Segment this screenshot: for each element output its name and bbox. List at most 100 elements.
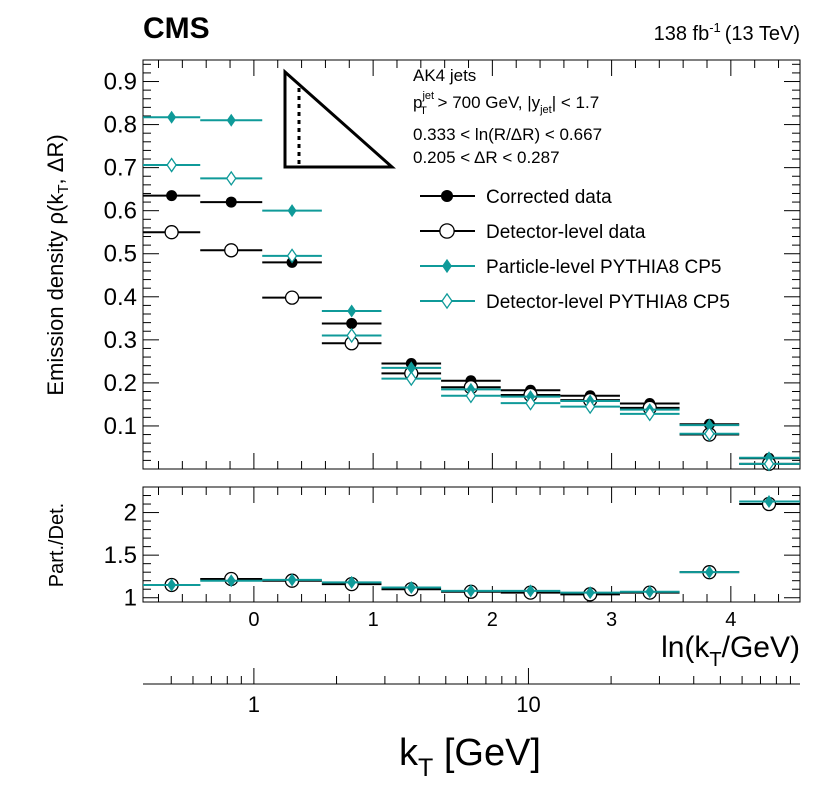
particle-level-pythia8-cp5-point bbox=[226, 113, 236, 127]
ratio-y-tick-label: 1 bbox=[124, 585, 137, 612]
pythia8-ratio-ratio-point bbox=[287, 573, 297, 587]
x-tick-label: 2 bbox=[487, 609, 498, 631]
kt-axis-title-main: k bbox=[399, 732, 419, 774]
particle-level-pythia8-cp5-point bbox=[704, 418, 714, 432]
top-y-tick-label: 0.7 bbox=[104, 155, 137, 182]
annotation-jets: AK4 jets bbox=[413, 66, 476, 85]
x-tick-label: 4 bbox=[725, 609, 736, 631]
data-marks bbox=[143, 110, 800, 602]
top-y-axis-title-main: Emission density ρ(k bbox=[43, 193, 68, 396]
x-tick-label: 0 bbox=[248, 609, 259, 631]
kt-tick-label: 10 bbox=[516, 692, 540, 717]
x-axis-title-sub: T bbox=[709, 649, 721, 671]
corrected-data-point bbox=[166, 190, 178, 202]
detector-level-pythia8-cp5-point bbox=[644, 406, 656, 422]
detector-level-pythia8-cp5-point bbox=[704, 426, 715, 442]
axes: 0.1 0.2 0.3 0.4 0.5 0.6 0.7 0.8 0.9 1 1.5 2 0 1 2 3 4 1 10 bbox=[104, 60, 800, 717]
ratio-y-axis-title: Part./Det. bbox=[46, 503, 68, 587]
top-y-axis-title-sub: T bbox=[55, 184, 72, 193]
top-y-tick-label: 0.9 bbox=[104, 69, 137, 96]
detector-level-pythia8-cp5-point bbox=[405, 370, 417, 387]
legend-marker bbox=[442, 258, 452, 274]
kt-axis-title-tail: [GeV] bbox=[433, 732, 541, 774]
top-panel-frame bbox=[142, 59, 801, 470]
pythia8-ratio-ratio-point bbox=[406, 581, 416, 595]
detector-level-pythia8-cp5-point bbox=[346, 327, 357, 344]
detector-level-pythia8-cp5-point bbox=[763, 456, 775, 472]
x-axis-title-tail: /GeV) bbox=[722, 631, 800, 664]
ratio-y-tick-label: 2 bbox=[124, 500, 137, 527]
legend-label: Detector-level data bbox=[486, 222, 646, 243]
detector-level-pythia8-cp5-point bbox=[225, 170, 237, 187]
pythia8-ratio-ratio-point bbox=[764, 494, 774, 508]
particle-level-pythia8-cp5-point bbox=[167, 110, 177, 124]
legend-marker bbox=[441, 292, 453, 310]
legend-entry-particle-level-pythia8-cp5: Particle-level PYTHIA8 CP5 bbox=[420, 257, 721, 278]
ratio-panel-frame bbox=[142, 486, 801, 603]
x-axis-title-main: ln(k bbox=[661, 631, 710, 664]
particle-level-pythia8-cp5-point bbox=[287, 204, 297, 218]
top-y-axis-title-tail: , ΔR) bbox=[43, 134, 68, 184]
energy-value: (13 TeV) bbox=[725, 23, 800, 45]
top-y-tick-label: 0.6 bbox=[104, 198, 137, 225]
detector-level-data-point bbox=[164, 225, 179, 240]
legend-marker bbox=[439, 223, 455, 239]
x-tick-label: 1 bbox=[368, 609, 379, 631]
corrected-data-point bbox=[346, 317, 358, 329]
top-y-tick-label: 0.2 bbox=[104, 370, 137, 397]
legend-entry-detector-level-pythia8-cp5: Detector-level PYTHIA8 CP5 bbox=[420, 292, 730, 313]
annotation-y-sub: jet bbox=[539, 104, 552, 116]
annotation-ln-cut: 0.333 < ln(R/ΔR) < 0.667 bbox=[413, 125, 602, 144]
top-y-tick-label: 0.8 bbox=[104, 112, 137, 139]
top-y-axis-title: Emission density ρ(kT, ΔR) bbox=[43, 134, 72, 395]
top-y-tick-label: 0.3 bbox=[104, 327, 137, 354]
pythia8-ratio-ratio-point bbox=[466, 584, 476, 598]
detector-level-pythia8-cp5-point bbox=[584, 398, 596, 415]
detector-level-data-point bbox=[224, 243, 239, 258]
kt-tick-label: 1 bbox=[248, 692, 260, 717]
detector-level-pythia8-cp5-point bbox=[465, 388, 477, 404]
ratio-y-tick-label: 1.5 bbox=[104, 542, 137, 569]
detector-level-pythia8-cp5-point bbox=[166, 157, 177, 173]
pythia8-ratio-ratio-point bbox=[526, 584, 536, 598]
top-y-tick-label: 0.5 bbox=[104, 241, 137, 268]
pythia8-ratio-ratio-point bbox=[645, 585, 655, 599]
legend-label: Particle-level PYTHIA8 CP5 bbox=[486, 257, 721, 278]
annotation-pt-sup: jet bbox=[421, 90, 434, 102]
annotation-pt-rest: > 700 GeV, |y bbox=[433, 93, 541, 112]
particle-level-pythia8-cp5-point bbox=[406, 361, 416, 375]
legend-entry-corrected-data: Corrected data bbox=[420, 187, 612, 208]
kt-axis-title: kT [GeV] bbox=[399, 732, 541, 782]
legend-label: Corrected data bbox=[486, 187, 612, 208]
top-y-tick-label: 0.1 bbox=[104, 413, 137, 440]
annotation-dr-cut: 0.205 < ΔR < 0.287 bbox=[413, 148, 560, 167]
annotation-pt-p: p bbox=[413, 93, 422, 112]
detector-level-pythia8-cp5-point bbox=[525, 395, 536, 411]
x-axis-title: ln(kT/GeV) bbox=[661, 631, 800, 671]
corrected-data-point bbox=[225, 196, 237, 208]
pythia8-ratio-ratio-point bbox=[347, 575, 357, 589]
pythia8-ratio-ratio-point bbox=[585, 586, 595, 600]
lumi-exponent: -1 bbox=[709, 20, 721, 35]
annotation-pt-sub: T bbox=[420, 105, 427, 117]
particle-level-pythia8-cp5-point bbox=[347, 304, 357, 318]
top-y-tick-label: 0.4 bbox=[104, 284, 137, 311]
detector-level-data-point bbox=[284, 290, 300, 305]
kt-axis-title-sub: T bbox=[418, 754, 433, 782]
detector-level-pythia8-cp5-point bbox=[286, 248, 298, 264]
lumi-label: 138 fb-1 (13 TeV) bbox=[654, 20, 800, 45]
ratio-series-pythia8-ratio bbox=[143, 494, 800, 600]
pythia8-ratio-ratio-point bbox=[704, 565, 714, 579]
legend-entry-detector-level-data: Detector-level data bbox=[420, 222, 646, 243]
pythia8-ratio-ratio-point bbox=[167, 578, 177, 592]
annotation-pt-cut: pjet T > 700 GeV, |yjet| < 1.7 bbox=[413, 90, 599, 117]
series-detector-level-pythia8-cp5 bbox=[143, 157, 800, 472]
x-tick-label: 3 bbox=[606, 609, 617, 631]
legend: Corrected data Detector-level data Particl… bbox=[420, 187, 730, 313]
pythia8-ratio-ratio-point bbox=[226, 574, 236, 588]
annotation-pt-tail: | < 1.7 bbox=[552, 93, 599, 112]
legend-marker bbox=[440, 189, 454, 203]
cms-label: CMS bbox=[143, 12, 210, 45]
phase-space-triangle-icon bbox=[283, 68, 396, 169]
